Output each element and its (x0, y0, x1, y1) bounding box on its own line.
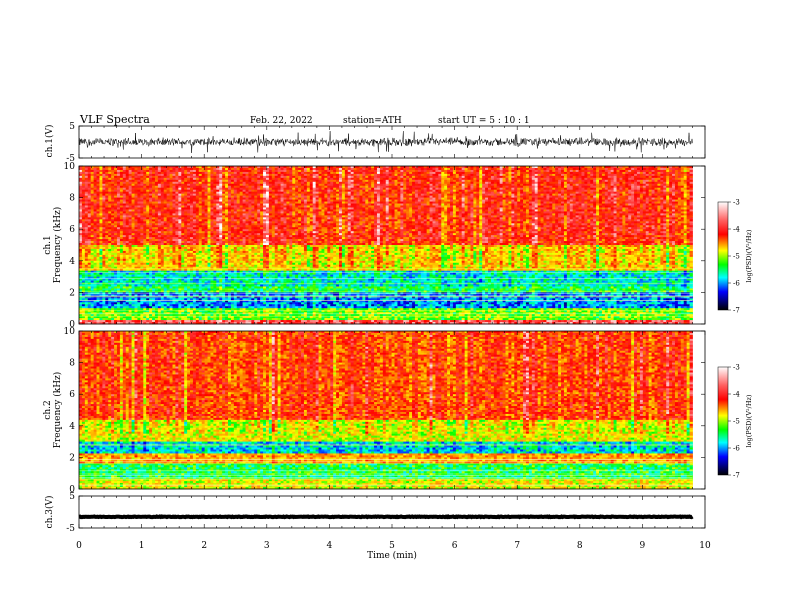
ch3-waveform-panel: 5 -5 (66, 492, 705, 534)
ch2-spectrogram-ylabel-channel: ch.2 (43, 400, 53, 419)
cb1-gradient (718, 202, 728, 310)
x-tick-label: 0 (76, 541, 82, 551)
cb1-tick-label: -3 (733, 199, 740, 207)
ch1-spectrogram-ytick-label: 6 (69, 225, 75, 235)
figure-start-ut: start UT = 5 : 10 : 1 (438, 116, 530, 126)
x-axis-ticks: 0 1 2 3 4 5 6 7 8 9 10 (76, 541, 711, 551)
x-tick-label: 10 (699, 541, 711, 551)
ch3-waveform-series-line (79, 517, 693, 518)
x-tick-label: 3 (264, 541, 270, 551)
ch2-spectrogram-cells (79, 331, 693, 489)
ch3-waveform-ytick-label: 5 (69, 492, 75, 502)
cb2-gradient (718, 367, 728, 475)
x-tick-label: 9 (640, 541, 646, 551)
ch1-spectrogram-ytick-label: 8 (69, 194, 75, 204)
ch1-spectrogram-ytick-label: 4 (69, 257, 75, 267)
ch1-spectrogram-cells (79, 166, 693, 324)
ch1-spectrogram-ylabel-frequency: Frequency (kHz) (52, 207, 63, 284)
figure-title: VLF Spectra (79, 113, 150, 126)
figure-date: Feb. 22, 2022 (250, 116, 313, 126)
x-tick-label: 2 (201, 541, 207, 551)
cb1-tick-label: -5 (733, 253, 740, 261)
ch1-spectrogram-ytick-label: 10 (64, 162, 76, 172)
cb2-tick-label: -4 (733, 391, 740, 399)
ch2-spectrogram-ytick-label: 4 (69, 422, 75, 432)
ch2-spectrogram-ylabel-frequency: Frequency (kHz) (52, 372, 63, 449)
x-tick-label: 4 (327, 541, 333, 551)
cb2-tick-label: -7 (733, 472, 740, 480)
x-tick-label: 5 (389, 541, 395, 551)
ch2-colorbar: -3 -4 -5 -6 -7 log(PSD)(V²/Hz) (718, 364, 753, 480)
cb2-tick-label: -3 (733, 364, 740, 372)
ch2-spectrogram-ytick-label: 6 (69, 390, 75, 400)
x-tick-label: 8 (577, 541, 583, 551)
cb1-label: log(PSD)(V²/Hz) (745, 229, 753, 282)
ch1-colorbar: -3 -4 -5 -6 -7 log(PSD)(V²/Hz) (718, 199, 753, 315)
x-tick-label: 6 (452, 541, 458, 551)
cb1-tick-label: -7 (733, 307, 740, 315)
cb1-tick-label: -4 (733, 226, 740, 234)
ch1-spectrogram-ylabel-channel: ch.1 (43, 235, 53, 254)
ch2-spectrogram-ytick-label: 8 (69, 359, 75, 369)
ch1-waveform-panel: 5-5 (66, 122, 705, 164)
ch1-spectrogram-ytick-label: 2 (69, 288, 75, 298)
ch2-spectrogram-ytick-label: 10 (64, 327, 76, 337)
x-axis-label: Time (min) (367, 550, 417, 561)
figure-station: station=ATH (343, 116, 402, 126)
ch3-waveform-ylabel: ch.3(V) (44, 496, 55, 529)
ch3-waveform-ytick-label: -5 (66, 524, 75, 534)
cb1-tick-label: -6 (733, 280, 740, 288)
x-tick-label: 7 (514, 541, 520, 551)
cb2-tick-label: -6 (733, 445, 740, 453)
cb2-label: log(PSD)(V²/Hz) (745, 394, 753, 447)
x-tick-label: 1 (139, 541, 145, 551)
ch3-waveform-frame (79, 496, 705, 528)
ch2-spectrogram-ytick-label: 2 (69, 453, 75, 463)
cb2-tick-label: -5 (733, 418, 740, 426)
ch1-waveform-ytick-label: 5 (69, 122, 75, 132)
ch1-waveform-series-line (79, 131, 693, 153)
ch1-waveform-ylabel: ch.1(V) (44, 125, 55, 158)
